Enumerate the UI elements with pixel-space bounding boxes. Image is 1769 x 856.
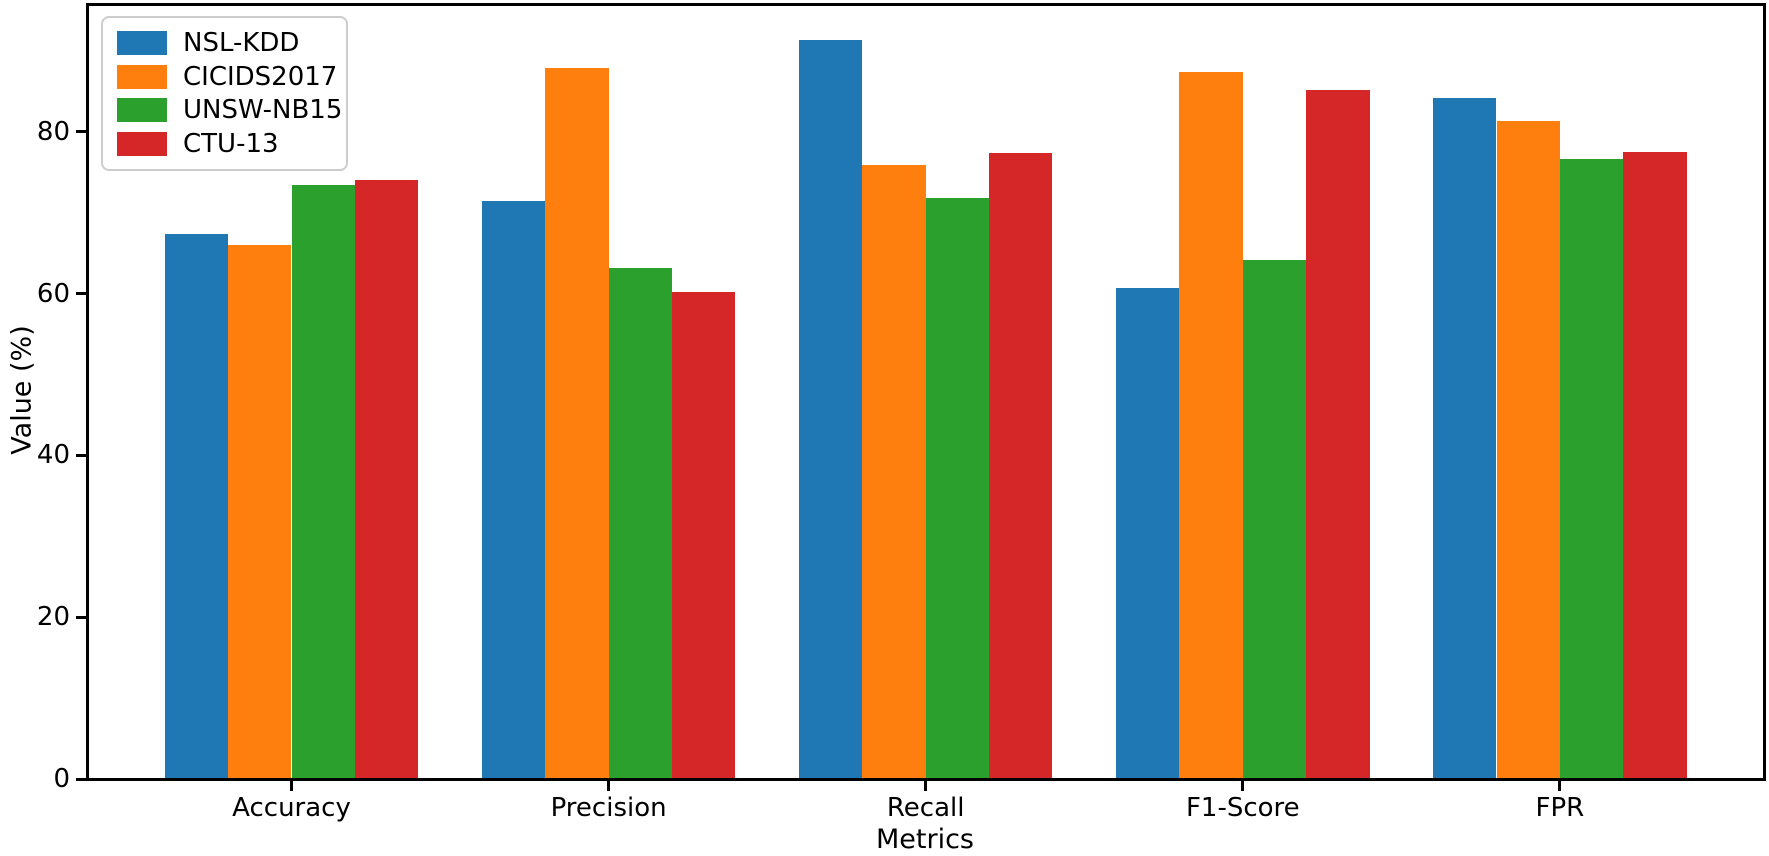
y-tick-label-40: 40 (36, 440, 70, 471)
bar-ctu-13-f1-score (1306, 89, 1370, 778)
x-tick-label-accuracy: Accuracy (232, 793, 351, 823)
x-tick-mark-precision (607, 781, 611, 791)
y-tick-mark-0 (76, 777, 86, 781)
y-tick-mark-40 (76, 453, 86, 457)
bar-unsw-nb15-f1-score (1242, 260, 1307, 778)
bar-nsl-kdd-fpr (1433, 97, 1497, 778)
legend-item-cicids2017: CICIDS2017 (117, 62, 337, 92)
x-axis-title: Metrics (875, 824, 975, 855)
bar-nsl-kdd-recall (798, 40, 863, 778)
bar-ctu-13-precision (672, 291, 736, 778)
legend-item-nsl-kdd: NSL-KDD (117, 28, 332, 58)
bar-ctu-13-recall (989, 152, 1053, 778)
bar-nsl-kdd-precision (481, 201, 546, 778)
y-tick-mark-60 (76, 292, 86, 296)
bar-cicids2017-fpr (1496, 121, 1560, 778)
y-tick-label-60: 60 (36, 278, 70, 309)
legend-item-ctu-13: CTU-13 (117, 129, 332, 159)
bar-cicids2017-accuracy (228, 244, 292, 778)
bar-unsw-nb15-recall (925, 198, 990, 778)
legend-label-unsw-nb15: UNSW-NB15 (183, 95, 343, 126)
x-tick-label-precision: Precision (550, 793, 667, 823)
x-tick-mark-accuracy (290, 781, 293, 791)
legend: NSL-KDD CICIDS2017 UNSW-NB15 CTU-13 (101, 16, 348, 171)
bar-unsw-nb15-accuracy (291, 185, 355, 778)
bar-cicids2017-recall (862, 164, 926, 778)
y-tick-label-0: 0 (53, 764, 70, 794)
bar-nsl-kdd-f1-score (1116, 287, 1180, 778)
x-tick-mark-fpr (1558, 781, 1562, 791)
x-tick-label-f1-score: F1-Score (1185, 793, 1300, 823)
legend-label-nsl-kdd: NSL-KDD (183, 27, 300, 58)
bar-ctu-13-fpr (1623, 151, 1687, 778)
bar-unsw-nb15-fpr (1559, 159, 1624, 778)
bar-nsl-kdd-accuracy (164, 234, 229, 778)
bar-cicids2017-f1-score (1179, 71, 1243, 778)
x-tick-mark-f1-score (1241, 781, 1245, 791)
y-tick-label-80: 80 (36, 116, 70, 147)
legend-swatch-nsl-kdd (117, 30, 167, 55)
y-tick-mark-20 (76, 615, 86, 619)
y-axis-title: Value (%) (6, 325, 38, 455)
bar-ctu-13-accuracy (354, 180, 419, 778)
legend-swatch-cicids2017 (117, 64, 167, 89)
x-tick-mark-recall (924, 781, 928, 791)
legend-item-unsw-nb15: UNSW-NB15 (117, 95, 342, 125)
y-tick-label-20: 20 (36, 602, 70, 633)
legend-swatch-unsw-nb15 (117, 98, 167, 123)
y-tick-mark-80 (76, 130, 86, 134)
bar-cicids2017-precision (545, 67, 609, 778)
legend-label-cicids2017: CICIDS2017 (183, 61, 338, 92)
legend-swatch-ctu-13 (117, 132, 167, 157)
legend-label-ctu-13: CTU-13 (183, 129, 279, 160)
bar-unsw-nb15-precision (608, 267, 672, 778)
x-tick-label-recall: Recall (886, 793, 965, 823)
x-tick-label-fpr: FPR (1535, 793, 1585, 823)
